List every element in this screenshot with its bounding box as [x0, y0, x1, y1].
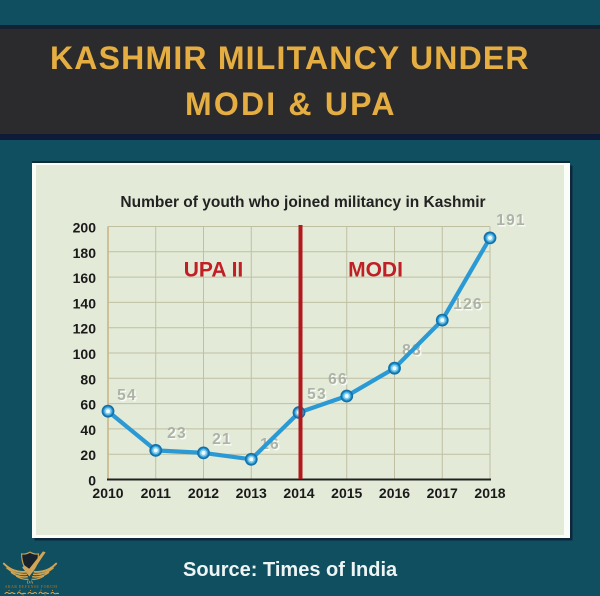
- svg-text:100: 100: [73, 346, 97, 362]
- svg-text:191: 191: [496, 212, 525, 229]
- svg-text:Number of youth who joined mil: Number of youth who joined militancy in …: [120, 194, 485, 211]
- svg-text:2017: 2017: [427, 485, 458, 501]
- svg-text:54: 54: [117, 387, 137, 404]
- svg-text:2012: 2012: [188, 485, 219, 501]
- svg-text:80: 80: [80, 371, 96, 387]
- svg-text:53: 53: [307, 386, 327, 403]
- svg-text:60: 60: [80, 397, 96, 413]
- svg-text:2011: 2011: [141, 485, 172, 501]
- svg-text:2014: 2014: [283, 485, 314, 501]
- svg-text:200: 200: [73, 220, 97, 236]
- svg-text:23: 23: [167, 425, 187, 442]
- svg-text:2015: 2015: [331, 485, 362, 501]
- svg-text:0: 0: [88, 473, 96, 489]
- svg-text:ARAB DEFENSE FORUM: ARAB DEFENSE FORUM: [5, 585, 58, 589]
- svg-text:20: 20: [80, 447, 96, 463]
- svg-text:66: 66: [328, 371, 348, 388]
- svg-text:120: 120: [73, 321, 97, 337]
- svg-text:UPA II: UPA II: [184, 259, 244, 282]
- svg-text:DA: DA: [27, 580, 34, 585]
- svg-text:2016: 2016: [379, 485, 410, 501]
- svg-text:2010: 2010: [92, 485, 123, 501]
- svg-text:126: 126: [453, 296, 482, 313]
- svg-text:2018: 2018: [474, 485, 505, 501]
- svg-text:140: 140: [73, 295, 97, 311]
- svg-text:MODI: MODI: [348, 259, 403, 282]
- svg-text:180: 180: [73, 245, 97, 261]
- svg-text:2013: 2013: [236, 485, 267, 501]
- svg-text:40: 40: [80, 422, 96, 438]
- svg-text:160: 160: [73, 270, 97, 286]
- svg-text:21: 21: [212, 431, 232, 448]
